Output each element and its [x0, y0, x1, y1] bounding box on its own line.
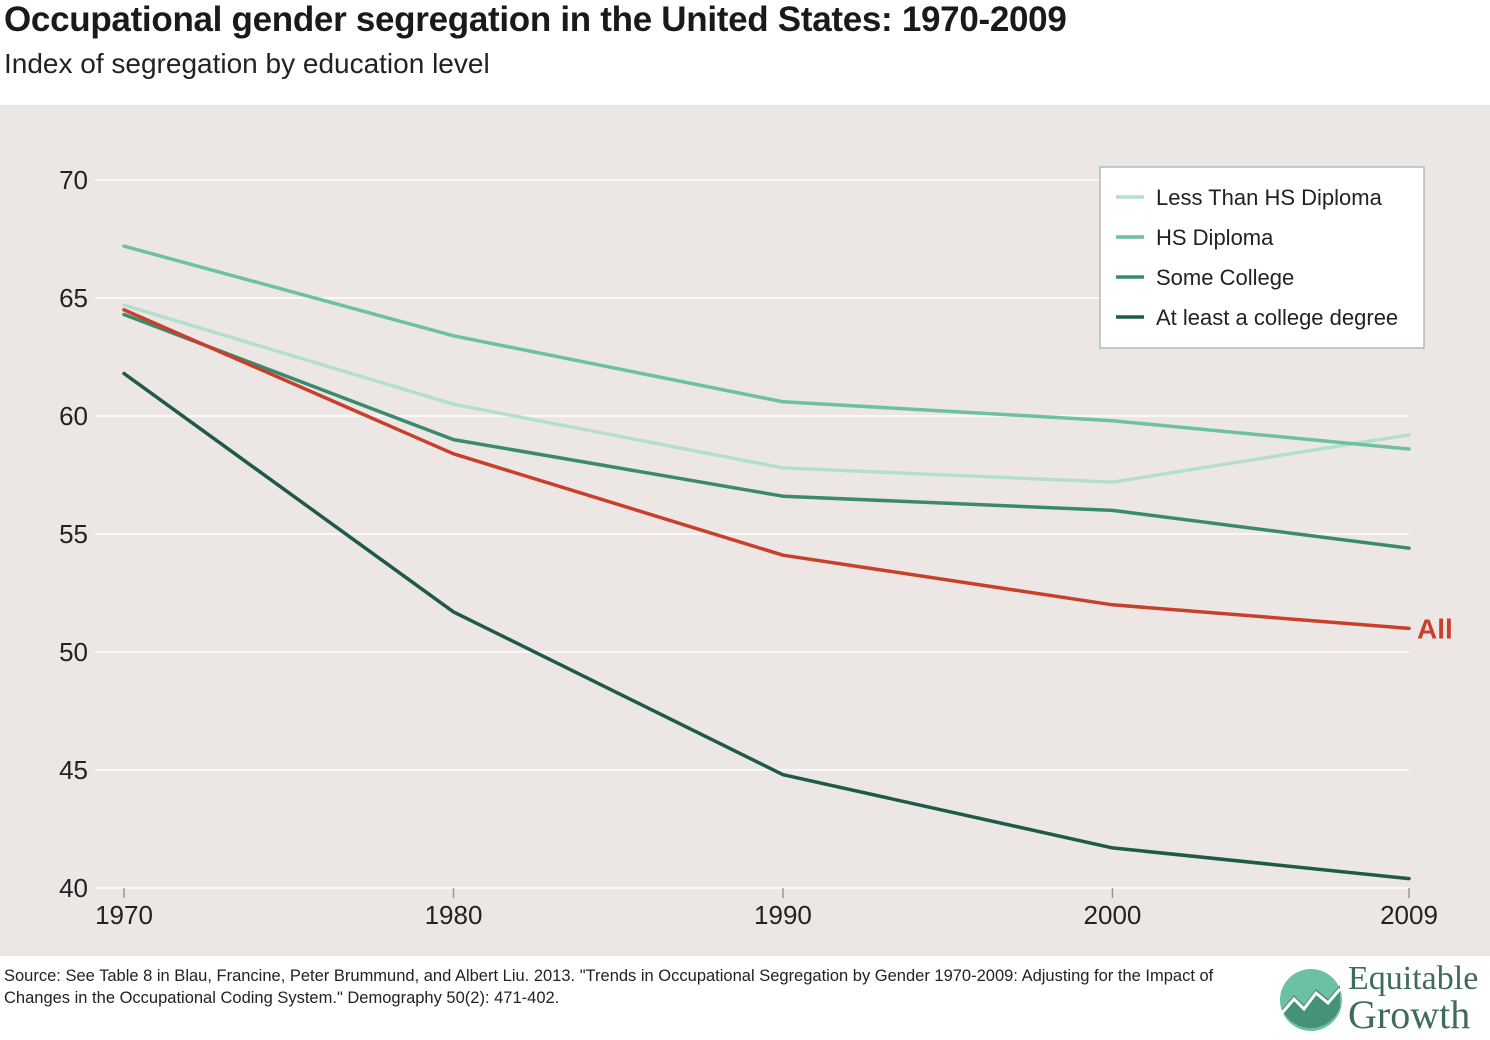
- series-line-at-least-a-college-degree: [122, 371, 1411, 881]
- source-note: Source: See Table 8 in Blau, Francine, P…: [4, 967, 1214, 1007]
- growth-chart-icon: [1280, 969, 1342, 1031]
- y-tick-label-60: 60: [59, 401, 88, 431]
- y-tick-label-65: 65: [59, 283, 88, 313]
- x-tick-label-1970: 1970: [95, 900, 153, 930]
- series-end-label-all: All: [1417, 613, 1453, 644]
- equitable-growth-logo: Equitable Growth: [1278, 960, 1490, 1037]
- x-tick-label-2009: 2009: [1380, 900, 1438, 930]
- y-tick-label-55: 55: [59, 519, 88, 549]
- logo-line-1: Equitable: [1348, 960, 1479, 997]
- series-line-some-college: [122, 312, 1411, 550]
- logo-wordmark: Equitable Growth: [1348, 960, 1479, 1037]
- legend-label-less-than-hs-diploma: Less Than HS Diploma: [1156, 185, 1383, 210]
- legend-label-hs-diploma: HS Diploma: [1156, 225, 1274, 250]
- y-tick-label-50: 50: [59, 637, 88, 667]
- legend-label-some-college: Some College: [1156, 265, 1294, 290]
- legend-label-at-least-a-college-degree: At least a college degree: [1156, 305, 1398, 330]
- x-tick-label-2000: 2000: [1084, 900, 1142, 930]
- chart-subtitle: Index of segregation by education level: [4, 48, 490, 79]
- y-tick-label-40: 40: [59, 873, 88, 903]
- x-tick-label-1980: 1980: [425, 900, 483, 930]
- chart-title: Occupational gender segregation in the U…: [4, 0, 1067, 39]
- series-line-all: [122, 308, 1411, 631]
- series-line-less-than-hs-diploma: [122, 303, 1411, 484]
- y-tick-label-45: 45: [59, 755, 88, 785]
- y-tick-label-70: 70: [59, 165, 88, 195]
- legend-box: [1099, 166, 1425, 349]
- x-tick-label-1990: 1990: [754, 900, 812, 930]
- logo-line-2: Growth: [1348, 992, 1471, 1037]
- series-line-hs-diploma: [122, 244, 1411, 451]
